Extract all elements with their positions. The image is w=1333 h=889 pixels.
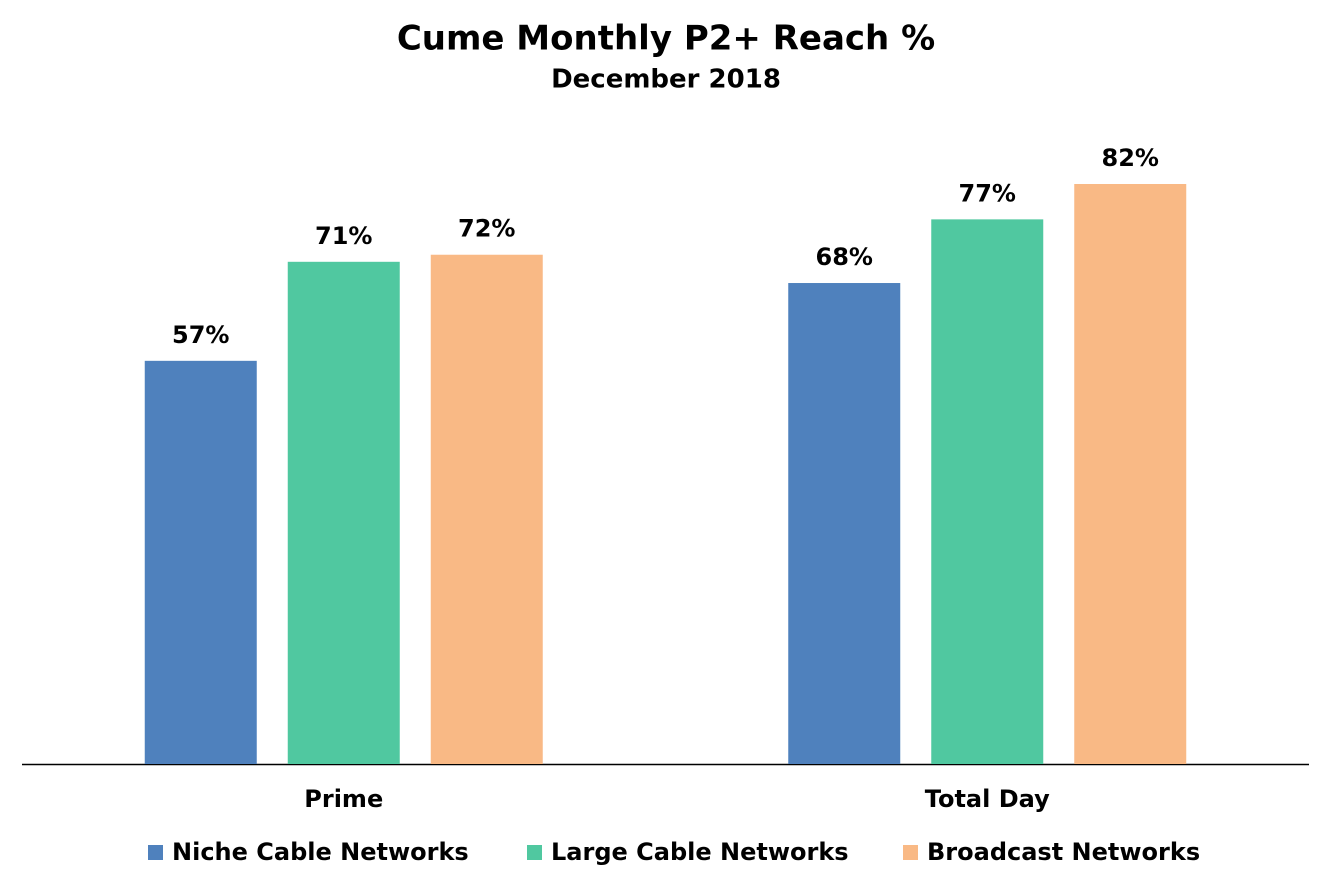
bar — [931, 219, 1044, 765]
bar — [430, 254, 543, 765]
data-label: 57% — [172, 321, 229, 349]
legend-swatch — [903, 845, 918, 860]
legend-swatch — [527, 845, 542, 860]
data-label: 71% — [315, 222, 372, 250]
x-tick-label: Total Day — [925, 785, 1050, 813]
data-label: 82% — [1102, 144, 1159, 172]
data-label: 68% — [816, 243, 873, 271]
legend-label: Broadcast Networks — [927, 838, 1200, 866]
bar — [287, 261, 400, 764]
x-tick-label: Prime — [304, 785, 383, 813]
legend-label: Niche Cable Networks — [172, 838, 469, 866]
data-label: 77% — [959, 179, 1016, 207]
chart-subtitle: December 2018 — [551, 65, 781, 95]
bar — [1074, 184, 1187, 764]
bar — [144, 360, 257, 764]
bar — [788, 283, 901, 764]
chart-title: Cume Monthly P2+ Reach % — [397, 19, 935, 59]
legend-label: Large Cable Networks — [551, 838, 849, 866]
data-label: 72% — [458, 215, 515, 243]
legend-swatch — [148, 845, 163, 860]
